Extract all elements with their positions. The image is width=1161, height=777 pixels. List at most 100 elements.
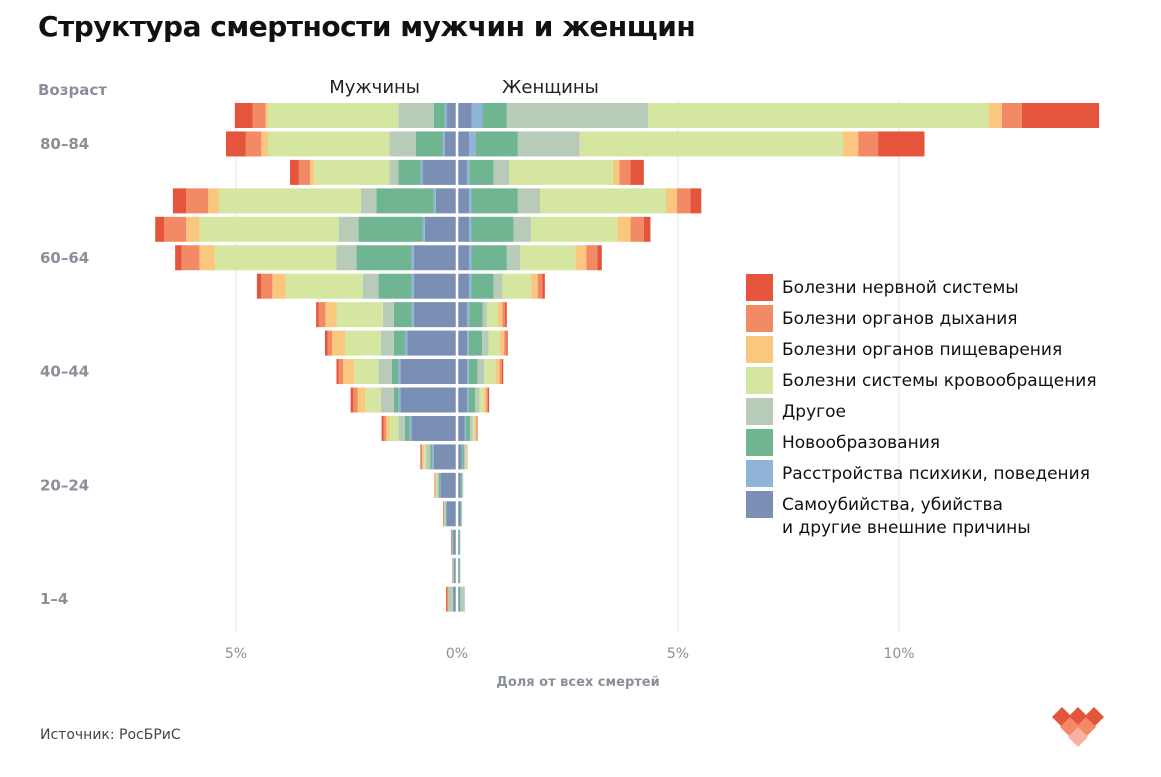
bar-segment-men-35–39 [398, 387, 401, 413]
bar-segment-men-60–64 [336, 245, 357, 271]
bar-segment-men-35–39 [357, 387, 366, 413]
bar-segment-men-10–14 [453, 529, 456, 555]
bar-segment-women-60–64 [469, 245, 472, 271]
bar-segment-men-75–79 [422, 159, 456, 185]
bar-segment-men-50–54 [316, 302, 319, 328]
bar-segment-women-35–39 [467, 387, 469, 413]
bar-segment-men-60–64 [199, 245, 215, 271]
bar-segment-men-40–44 [398, 359, 401, 385]
bar-segment-men-25–29 [425, 444, 431, 470]
bar-segment-women-30–34 [458, 415, 465, 441]
bar-segment-women-25–29 [463, 444, 466, 470]
bar-segment-men-30–34 [381, 415, 384, 441]
bar-segment-men-45–49 [327, 330, 333, 356]
legend-label: Новообразования [782, 433, 940, 453]
bar-segment-women-60–64 [520, 245, 576, 271]
bar-segment-women-30–34 [465, 415, 471, 441]
bar-segment-men-1–4 [452, 586, 454, 612]
bar-segment-men-85+ [433, 103, 445, 128]
legend-item: Другое [746, 398, 1146, 425]
bar-segment-men-1–4 [446, 586, 447, 612]
bar-segment-men-65–69 [422, 216, 425, 242]
legend-item: Расстройства психики, поведения [746, 460, 1146, 487]
bar-segment-women-40–44 [468, 359, 478, 385]
bar-segment-women-15–19 [461, 501, 463, 527]
bar-segment-men-30–34 [404, 415, 410, 441]
bar-segment-men-80–84 [444, 131, 456, 157]
bar-segment-men-15–19 [444, 501, 446, 527]
bar-segment-men-5–9 [454, 558, 456, 584]
bar-segment-men-50–54 [413, 302, 456, 328]
bar-segment-women-10–14 [458, 529, 460, 555]
bar-segment-women-75–79 [458, 159, 468, 185]
bar-segment-men-5–9 [452, 558, 454, 584]
bar-segment-women-55–59 [542, 273, 545, 299]
bar-segment-men-40–44 [343, 359, 355, 385]
bar-segment-men-75–79 [309, 159, 315, 185]
bar-segment-women-1–4 [460, 586, 465, 612]
bar-segment-women-35–39 [474, 387, 480, 413]
y-axis-title: Возраст [38, 81, 107, 99]
bar-segment-women-5–9 [459, 558, 460, 584]
bar-segment-women-25–29 [462, 444, 464, 470]
bar-segment-men-65–69 [164, 216, 187, 242]
bar-segment-women-20–24 [461, 472, 463, 498]
legend: Болезни нервной системы Болезни органов д… [746, 274, 1146, 544]
bar-segment-women-75–79 [612, 159, 620, 185]
bar-segment-women-65–69 [643, 216, 651, 242]
bar-segment-men-30–34 [409, 415, 412, 441]
bar-segment-men-75–79 [298, 159, 310, 185]
bar-segment-men-60–64 [175, 245, 182, 271]
x-axis-title: Доля от всех смертей [496, 675, 659, 690]
bar-segment-men-70–74 [219, 188, 361, 214]
bar-segment-men-20–24 [438, 472, 440, 498]
bar-segment-women-50–54 [458, 302, 468, 328]
legend-label: Расстройства психики, поведения [782, 464, 1090, 484]
bar-segment-women-55–59 [502, 273, 532, 299]
bar-segment-women-45–49 [499, 330, 505, 356]
bar-segment-women-40–44 [484, 359, 496, 385]
bar-segment-women-75–79 [630, 159, 644, 185]
age-label: 80–84 [40, 135, 89, 153]
bar-segment-men-45–49 [407, 330, 456, 356]
bar-segment-men-30–34 [383, 415, 386, 441]
bar-segment-women-80–84 [858, 131, 879, 157]
bar-segment-women-70–74 [665, 188, 677, 214]
bar-segment-women-80–84 [517, 131, 580, 157]
bar-segment-men-40–44 [336, 359, 339, 385]
bar-segment-women-65–69 [458, 216, 470, 242]
bar-segment-men-75–79 [314, 159, 390, 185]
bar-segment-women-85+ [648, 103, 989, 128]
bar-segment-women-65–69 [531, 216, 618, 242]
bar-segment-men-60–64 [181, 245, 200, 271]
bar-segment-men-55–59 [256, 273, 262, 299]
age-label: 20–24 [40, 476, 89, 494]
legend-label: Самоубийства, убийства и другие внешние … [782, 495, 1031, 538]
bar-segment-women-50–54 [467, 302, 470, 328]
bar-segment-men-15–19 [446, 501, 456, 527]
bar-segment-men-25–29 [430, 444, 433, 470]
bar-segment-men-15–19 [445, 501, 447, 527]
bar-segment-men-55–59 [362, 273, 379, 299]
bar-segment-women-80–84 [475, 131, 518, 157]
bar-segment-women-80–84 [579, 131, 843, 157]
bar-segment-men-35–39 [380, 387, 394, 413]
bar-segment-women-30–34 [476, 415, 478, 441]
bar-segment-men-70–74 [433, 188, 436, 214]
bar-segment-men-25–29 [423, 444, 426, 470]
bar-segment-men-30–34 [389, 415, 399, 441]
bar-segment-women-70–74 [517, 188, 540, 214]
bar-segment-women-60–64 [471, 245, 507, 271]
bar-segment-women-45–49 [468, 330, 483, 356]
bar-segment-men-10–14 [452, 529, 454, 555]
bar-segment-women-20–24 [458, 472, 461, 498]
bar-segment-men-40–44 [400, 359, 456, 385]
legend-label: Болезни нервной системы [782, 278, 1019, 298]
bar-segment-women-65–69 [617, 216, 631, 242]
bar-segment-men-60–64 [214, 245, 337, 271]
legend-swatch [746, 367, 773, 394]
bar-segment-women-15–19 [460, 501, 462, 527]
bar-segment-women-85+ [988, 103, 1002, 128]
bar-segment-women-85+ [1021, 103, 1100, 128]
bar-segment-men-80–84 [389, 131, 417, 157]
